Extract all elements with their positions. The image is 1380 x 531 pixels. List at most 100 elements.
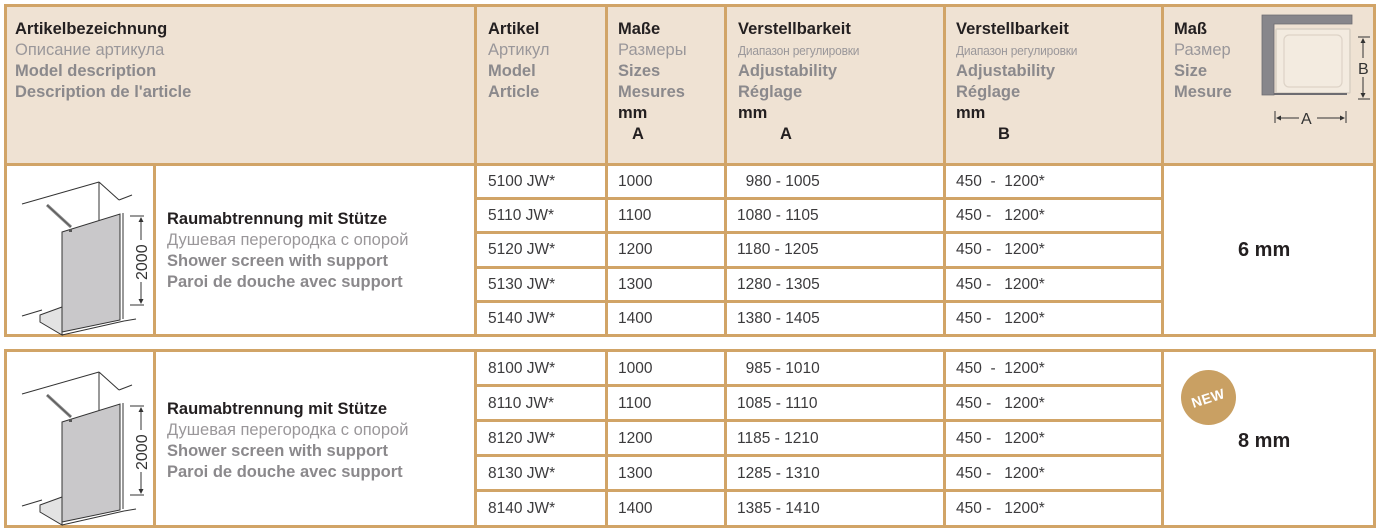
header-sizes-ru: Размеры <box>618 41 687 59</box>
header-adjust-b-fr: Réglage <box>956 83 1021 101</box>
size-a-cell: 1400 <box>618 500 653 517</box>
size-a-cell: 1200 <box>618 241 653 258</box>
header-article-de: Artikel <box>488 20 540 38</box>
description-en: Shower screen with support <box>167 252 388 270</box>
header-adjust-a-de: Verstellbarkeit <box>738 20 851 38</box>
size-a-cell: 1000 <box>618 360 653 377</box>
article-cell: 8100 JW* <box>488 360 556 377</box>
header-adjust-a-unit: mm <box>738 104 768 122</box>
adjust-a-cell: 1280 - 1305 <box>737 276 820 293</box>
header-sizes-unit: mm <box>618 104 648 122</box>
article-cell: 5130 JW* <box>488 276 556 293</box>
header-description-en: Model description <box>15 62 157 80</box>
header-thickness-de: Maß <box>1174 20 1207 38</box>
header-sizes-en: Sizes <box>618 62 661 80</box>
col-divider <box>474 349 477 528</box>
row-divider <box>474 419 1164 422</box>
header-description-de: Artikelbezeichnung <box>15 20 168 38</box>
adjust-b-cell: 450 - 1200* <box>956 207 1045 224</box>
size-a-cell: 1300 <box>618 276 653 293</box>
corner-dimension-diagram-icon: B A <box>1261 14 1370 128</box>
svg-text:2000: 2000 <box>134 244 151 280</box>
adjust-b-cell: 450 - 1200* <box>956 360 1045 377</box>
header-adjust-b: Verstellbarkeit Диапазон регулировки Adj… <box>956 19 1088 145</box>
product-section-6mm: 2000 Raumabtrennung mit Stütze Душевая п… <box>4 163 1376 337</box>
adjust-b-cell: 450 - 1200* <box>956 241 1045 258</box>
article-cell: 8140 JW* <box>488 500 556 517</box>
shower-screen-illustration-icon: 2000 <box>21 371 151 526</box>
article-cell: 5110 JW* <box>488 207 555 224</box>
description-de: Raumabtrennung mit Stütze <box>167 400 388 418</box>
product-description: Raumabtrennung mit Stütze Душевая перего… <box>167 399 408 483</box>
header-sizes-axis: A <box>632 125 644 143</box>
size-a-cell: 1400 <box>618 310 653 327</box>
size-a-cell: 1000 <box>618 173 653 190</box>
adjust-b-cell: 450 - 1200* <box>956 173 1045 190</box>
article-cell: 5120 JW* <box>488 241 556 258</box>
description-fr: Paroi de douche avec support <box>167 273 403 291</box>
description-ru: Душевая перегородка с опорой <box>167 231 409 249</box>
header-description-ru: Описание артикула <box>15 41 165 59</box>
article-cell: 8130 JW* <box>488 465 556 482</box>
adjust-a-cell: 1285 - 1310 <box>737 465 820 482</box>
size-a-cell: 1300 <box>618 465 653 482</box>
adjust-a-cell: 1380 - 1405 <box>737 310 820 327</box>
article-cell: 8110 JW* <box>488 395 555 412</box>
col-divider <box>943 4 946 166</box>
row-divider <box>474 300 1164 303</box>
header-article: Artikel Артикул Model Article <box>488 19 550 103</box>
glass-thickness: 6 mm <box>1238 239 1291 261</box>
row-divider <box>474 266 1164 269</box>
header-thickness-fr: Mesure <box>1174 83 1232 101</box>
header-description-fr: Description de l'article <box>15 83 192 101</box>
col-divider <box>605 349 608 528</box>
header-thickness-ru: Размер <box>1174 41 1231 59</box>
row-divider <box>474 454 1164 457</box>
size-a-cell: 1100 <box>618 207 652 224</box>
header-sizes-de: Maße <box>618 20 661 38</box>
article-cell: 8120 JW* <box>488 430 556 447</box>
svg-text:2000: 2000 <box>134 434 151 470</box>
adjust-a-cell: 1385 - 1410 <box>737 500 820 517</box>
new-badge: NEW <box>1181 370 1236 425</box>
header-adjust-a: Verstellbarkeit Диапазон регулировки Adj… <box>738 19 870 145</box>
size-a-cell: 1200 <box>618 430 653 447</box>
header-adjust-b-en: Adjustability <box>956 62 1056 80</box>
adjust-b-cell: 450 - 1200* <box>956 310 1045 327</box>
adjust-b-cell: 450 - 1200* <box>956 395 1045 412</box>
adjust-a-cell: 1185 - 1210 <box>737 430 819 447</box>
svg-text:A: A <box>1301 111 1312 128</box>
product-description: Raumabtrennung mit Stütze Душевая перего… <box>167 209 408 293</box>
adjust-b-cell: 450 - 1200* <box>956 465 1045 482</box>
new-badge-label: NEW <box>1189 384 1228 411</box>
adjust-b-cell: 450 - 1200* <box>956 500 1045 517</box>
header-description: Artikelbezeichnung Описание артикула Mod… <box>15 19 191 103</box>
header-adjust-b-de: Verstellbarkeit <box>956 20 1069 38</box>
col-divider <box>724 349 727 528</box>
description-fr: Paroi de douche avec support <box>167 463 403 481</box>
header-adjust-a-fr: Réglage <box>738 83 803 101</box>
col-divider <box>724 163 727 337</box>
header-sizes: Maße Размеры Sizes Mesures mm A <box>618 19 687 145</box>
header-adjust-b-unit: mm <box>956 104 986 122</box>
svg-text:B: B <box>1358 61 1369 78</box>
product-section-8mm: 2000 Raumabtrennung mit Stütze Душевая п… <box>4 349 1376 528</box>
col-divider <box>153 349 156 528</box>
col-divider <box>605 4 608 166</box>
adjust-a-cell: 985 - 1010 <box>737 360 820 377</box>
adjust-a-cell: 980 - 1005 <box>737 173 820 190</box>
article-cell: 5100 JW* <box>488 173 556 190</box>
size-a-cell: 1100 <box>618 395 652 412</box>
header-thickness-en: Size <box>1174 62 1208 80</box>
article-cell: 5140 JW* <box>488 310 556 327</box>
header-adjust-b-axis: B <box>998 125 1010 143</box>
header-thickness: Maß Размер Size Mesure <box>1174 19 1232 103</box>
header-article-fr: Article <box>488 83 540 101</box>
glass-thickness: 8 mm <box>1238 430 1291 452</box>
table-header: Artikelbezeichnung Описание артикула Mod… <box>4 4 1376 166</box>
header-adjust-a-ru: Диапазон регулировки <box>738 43 860 58</box>
col-divider <box>474 163 477 337</box>
adjust-a-cell: 1080 - 1105 <box>737 207 819 224</box>
col-divider <box>1161 349 1164 528</box>
adjust-a-cell: 1085 - 1110 <box>737 395 818 412</box>
